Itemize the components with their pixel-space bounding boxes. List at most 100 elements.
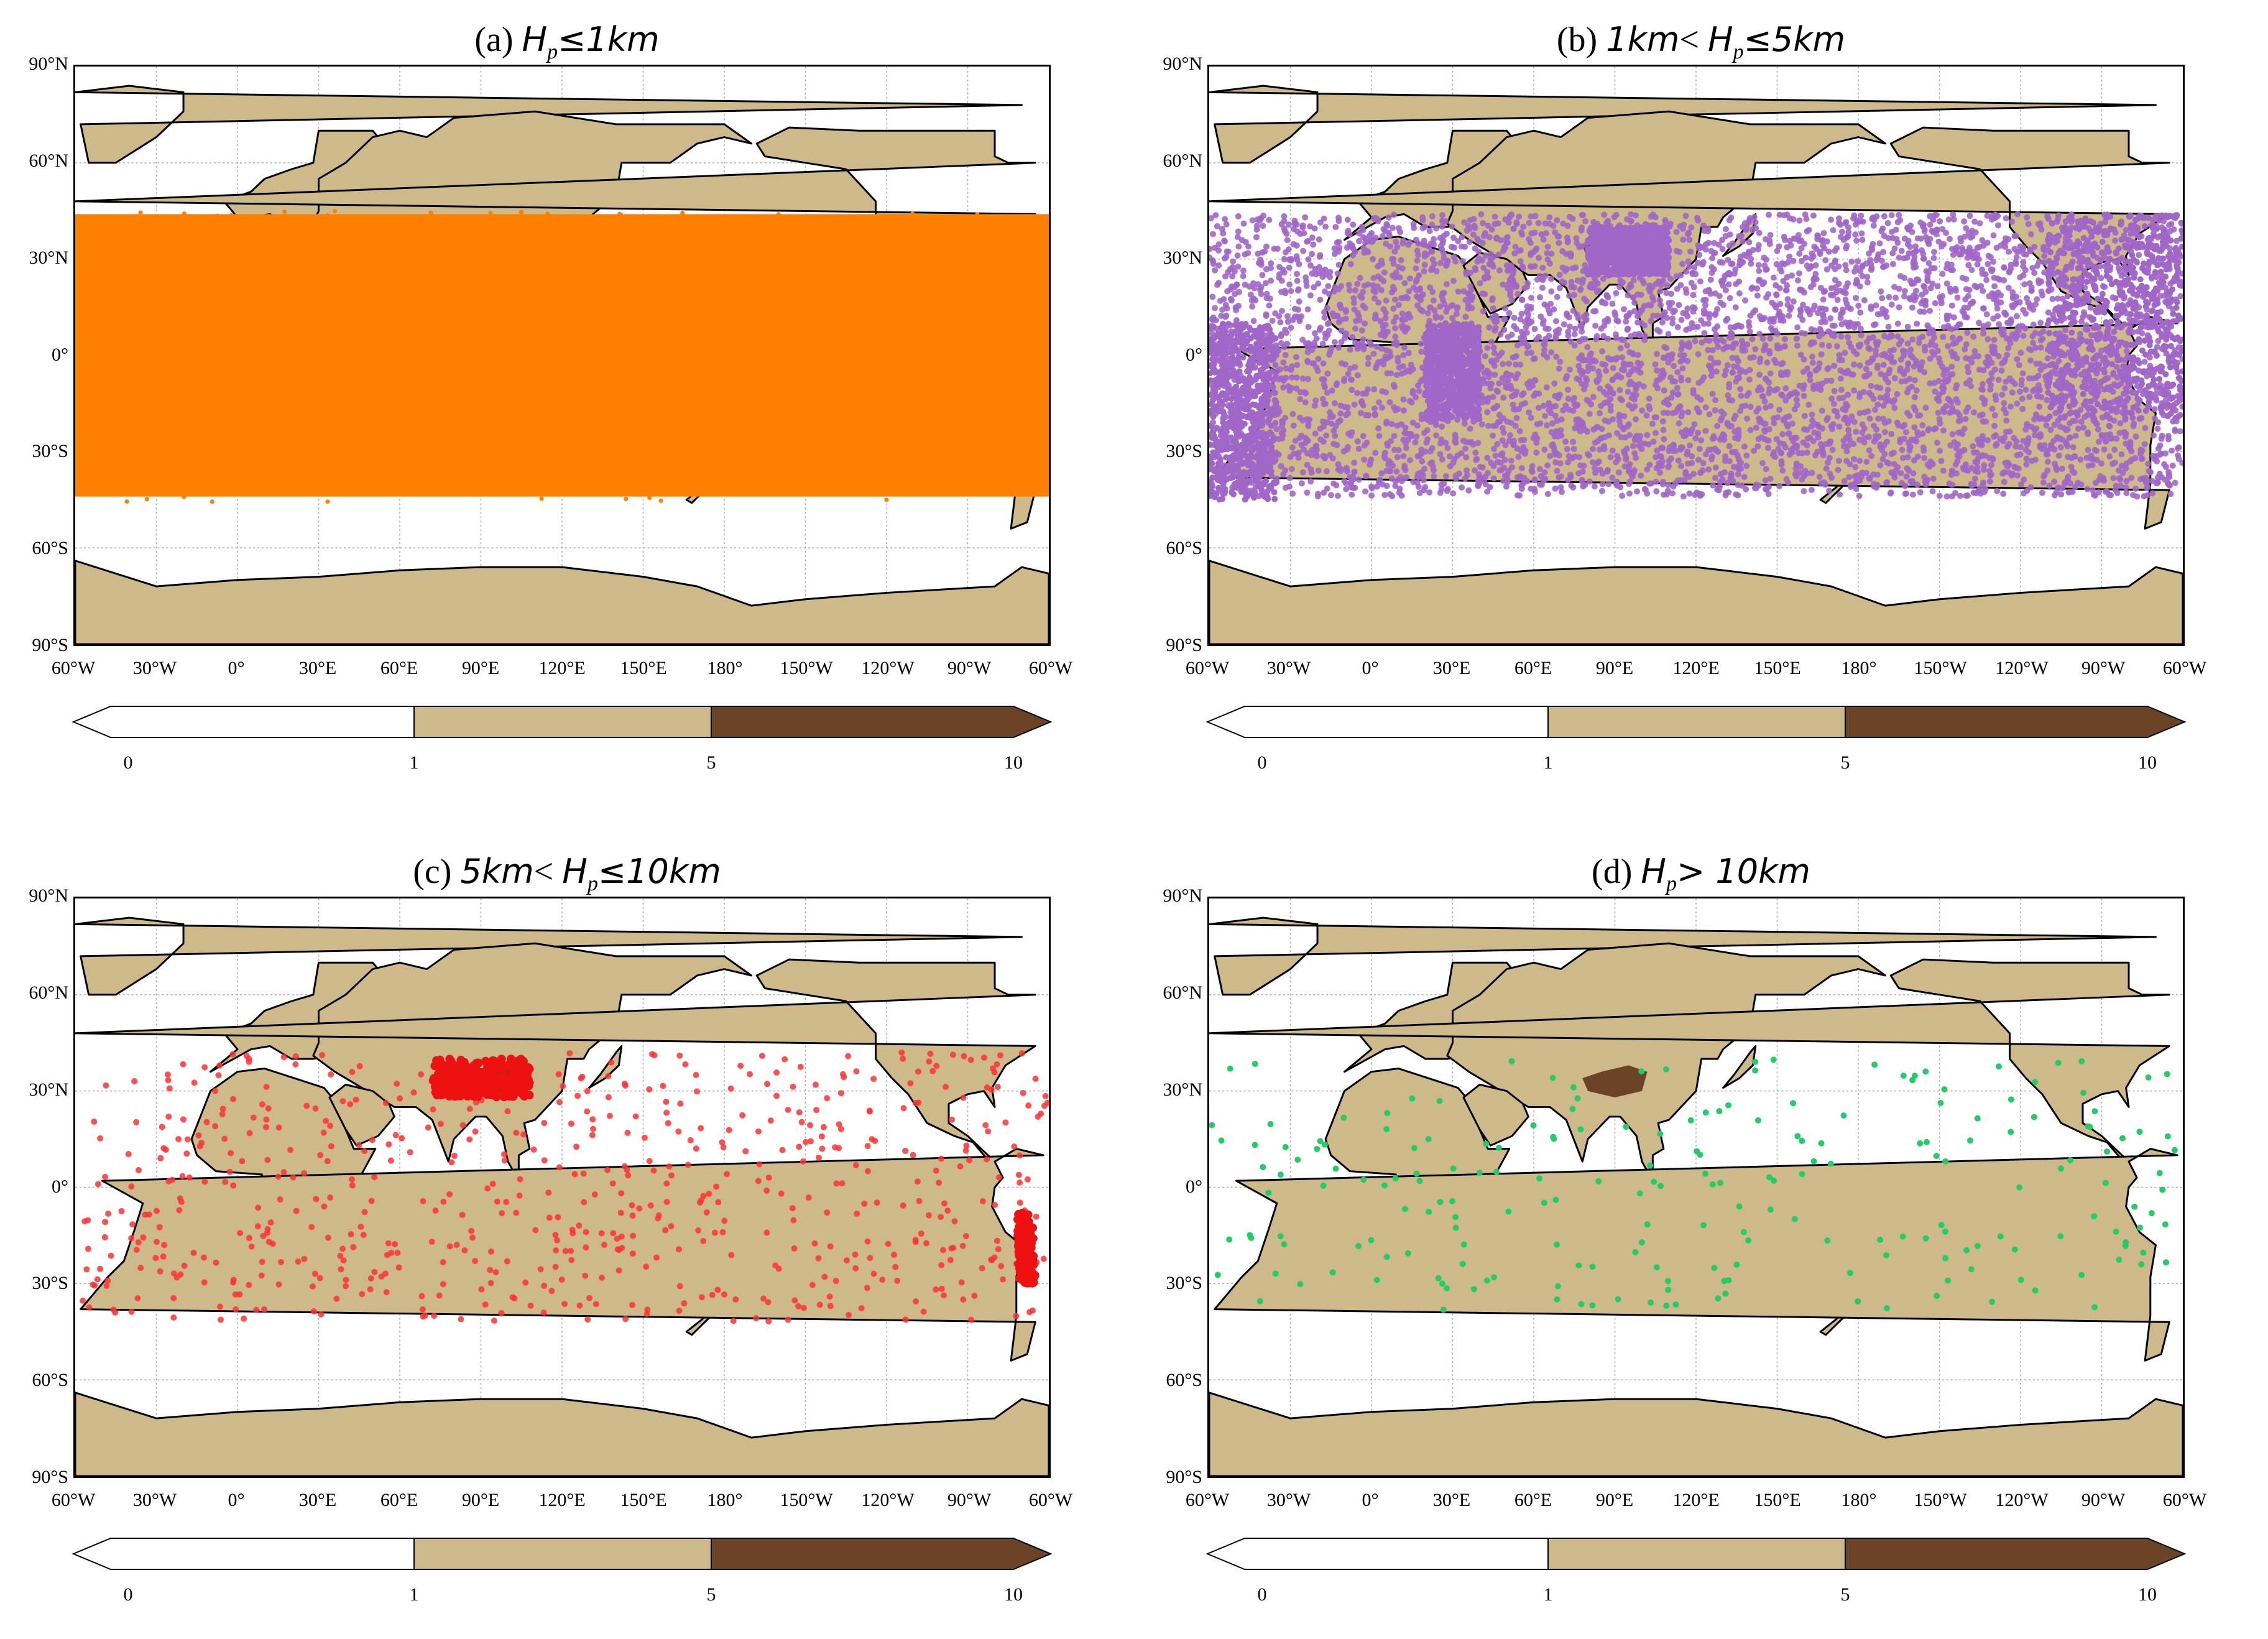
point — [875, 465, 879, 469]
point — [1599, 348, 1605, 354]
point — [1828, 285, 1835, 292]
point — [1860, 219, 1866, 225]
point — [1834, 343, 1840, 349]
point — [1625, 361, 1631, 367]
point — [1506, 310, 1513, 316]
point — [1940, 241, 1947, 247]
point — [1212, 305, 1218, 311]
point — [1439, 423, 1445, 430]
point — [1909, 305, 1915, 311]
point — [1044, 240, 1049, 244]
point — [1588, 350, 1594, 356]
point — [453, 386, 458, 390]
point — [703, 383, 708, 387]
point — [1347, 287, 1353, 293]
point — [134, 347, 138, 351]
point — [1410, 420, 1416, 426]
point — [907, 440, 911, 445]
point — [1392, 333, 1398, 339]
point — [652, 297, 656, 302]
point — [1735, 427, 1741, 433]
point — [1904, 465, 1910, 471]
point — [115, 414, 119, 418]
point — [900, 274, 904, 279]
point — [1742, 220, 1748, 226]
point — [229, 322, 234, 326]
point — [1712, 336, 1718, 343]
point — [2142, 425, 2148, 431]
point — [1355, 438, 1361, 445]
point — [1972, 476, 1978, 482]
point — [1858, 326, 1864, 332]
point — [1989, 406, 1996, 412]
point — [2080, 425, 2086, 431]
point — [1375, 264, 1381, 270]
point — [1726, 384, 1732, 390]
point — [274, 287, 278, 291]
point — [2054, 434, 2060, 440]
point — [1488, 459, 1494, 466]
point — [547, 275, 551, 280]
point — [1886, 418, 1892, 425]
point — [785, 330, 789, 335]
point — [649, 482, 653, 487]
point — [1949, 302, 1955, 308]
point — [1836, 219, 1842, 226]
title-math: H — [1708, 20, 1733, 59]
point — [703, 219, 707, 223]
point — [647, 476, 652, 481]
point — [1307, 292, 1314, 298]
point — [1804, 470, 1810, 476]
point — [1210, 231, 1216, 237]
point — [254, 456, 258, 461]
point — [1852, 464, 1858, 470]
point — [1736, 262, 1743, 268]
latitude-label: 30°N — [15, 247, 68, 269]
point — [617, 265, 622, 269]
point — [1378, 257, 1385, 264]
point — [1821, 230, 1827, 236]
point — [1565, 387, 1571, 393]
point — [599, 218, 604, 223]
point — [438, 351, 443, 355]
point — [1845, 280, 1851, 287]
point — [1712, 397, 1718, 403]
point — [1782, 386, 1789, 392]
point — [1400, 352, 1406, 358]
point — [1708, 277, 1714, 283]
point — [885, 332, 890, 336]
point — [1993, 432, 1999, 438]
point — [582, 338, 586, 343]
point — [252, 450, 256, 454]
point — [2123, 490, 2129, 496]
point — [758, 355, 762, 359]
point — [1335, 344, 1342, 351]
point — [186, 412, 190, 416]
point — [638, 360, 642, 364]
point — [1888, 354, 1894, 360]
point — [1324, 390, 1330, 396]
point — [1399, 492, 1405, 499]
point — [239, 420, 244, 425]
point — [837, 480, 841, 484]
point — [217, 446, 221, 450]
point — [1334, 239, 1340, 246]
point — [1402, 280, 1408, 287]
point — [124, 499, 129, 504]
point — [1413, 433, 1419, 440]
point — [1348, 387, 1355, 393]
point — [277, 351, 281, 355]
panel-letter: (b) — [1557, 21, 1606, 59]
point — [732, 341, 737, 346]
point — [1777, 450, 1784, 456]
point — [1482, 291, 1488, 297]
point — [2072, 454, 2078, 460]
point — [587, 399, 591, 404]
point — [668, 274, 672, 278]
colorbar-tick-label: 10 — [1004, 752, 1023, 773]
point — [966, 244, 970, 248]
point — [1488, 339, 1495, 345]
point — [727, 374, 732, 379]
point — [2019, 406, 2026, 412]
point — [2116, 265, 2122, 271]
